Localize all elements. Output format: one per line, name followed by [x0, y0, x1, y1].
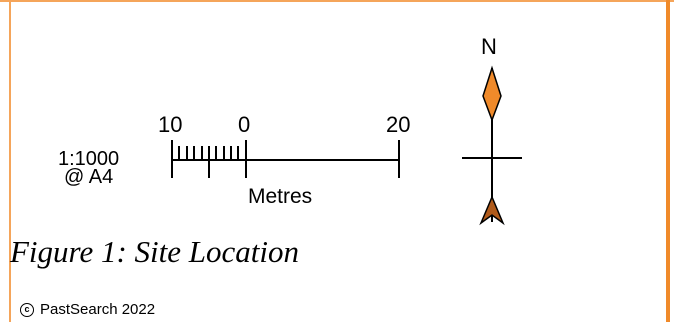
frame-top-border	[0, 0, 674, 2]
north-arrow-icon	[462, 65, 522, 226]
scale-ratio-value: 1:1000	[58, 148, 120, 170]
scale-label-20: 20	[386, 112, 411, 137]
scale-ratio: 1:1000 @ A4	[58, 148, 120, 188]
frame-left-border	[9, 0, 11, 322]
copyright-notice: c PastSearch 2022	[20, 301, 155, 318]
scale-label-0: 0	[238, 112, 251, 137]
scale-paper-size: @ A4	[63, 166, 114, 188]
scale-label-10: 10	[158, 112, 183, 137]
scale-unit-label: Metres	[248, 185, 313, 208]
copyright-text: PastSearch 2022	[40, 301, 156, 318]
frame-right-border	[666, 0, 670, 322]
north-label: N	[481, 34, 497, 59]
figure-caption: Figure 1: Site Location	[10, 234, 300, 269]
copyright-icon: c	[20, 302, 34, 317]
